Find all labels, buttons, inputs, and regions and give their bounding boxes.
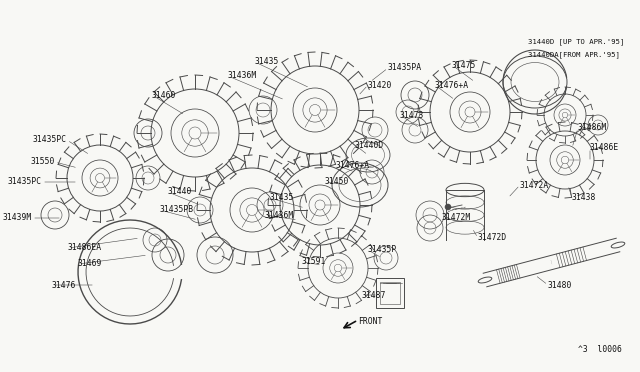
Text: 31435: 31435 bbox=[270, 193, 294, 202]
Text: 31435PC: 31435PC bbox=[33, 135, 67, 144]
Text: 31476+A: 31476+A bbox=[435, 80, 469, 90]
Text: ^3  l0006: ^3 l0006 bbox=[578, 345, 622, 354]
Text: 31487: 31487 bbox=[362, 291, 387, 299]
Text: 31435PC: 31435PC bbox=[8, 177, 42, 186]
Text: 31436M: 31436M bbox=[265, 211, 294, 219]
Text: 31486EA: 31486EA bbox=[68, 244, 102, 253]
Text: 31438: 31438 bbox=[572, 193, 596, 202]
Text: 31472D: 31472D bbox=[478, 234, 508, 243]
Text: 31472A: 31472A bbox=[520, 180, 549, 189]
Bar bbox=[380, 282, 400, 304]
Text: 31480: 31480 bbox=[548, 280, 572, 289]
Text: 31440D [UP TO APR.'95]: 31440D [UP TO APR.'95] bbox=[528, 39, 624, 45]
Text: 31476+A: 31476+A bbox=[336, 160, 370, 170]
Text: 31469: 31469 bbox=[78, 260, 102, 269]
Text: 31460: 31460 bbox=[152, 90, 177, 99]
Text: 31475: 31475 bbox=[452, 61, 476, 70]
Text: FRONT: FRONT bbox=[358, 317, 382, 327]
Circle shape bbox=[445, 204, 451, 210]
Text: 31472M: 31472M bbox=[442, 214, 471, 222]
Text: 31486M: 31486M bbox=[578, 124, 607, 132]
Text: 31550: 31550 bbox=[31, 157, 55, 167]
Text: 31435PA: 31435PA bbox=[388, 64, 422, 73]
Text: 31435PB: 31435PB bbox=[160, 205, 194, 215]
Text: 31591: 31591 bbox=[302, 257, 326, 266]
Text: 31436M: 31436M bbox=[228, 71, 257, 80]
Bar bbox=[376, 278, 404, 308]
Text: 31440: 31440 bbox=[168, 187, 193, 196]
Text: 31440D: 31440D bbox=[355, 141, 384, 150]
Text: 31476: 31476 bbox=[52, 280, 76, 289]
Text: 31439M: 31439M bbox=[3, 214, 32, 222]
Text: 31440DA[FROM APR.'95]: 31440DA[FROM APR.'95] bbox=[528, 52, 620, 58]
Text: 31435P: 31435P bbox=[368, 246, 397, 254]
Text: 31420: 31420 bbox=[368, 80, 392, 90]
Text: 31473: 31473 bbox=[400, 110, 424, 119]
Text: 31435: 31435 bbox=[255, 58, 280, 67]
Text: 31486E: 31486E bbox=[590, 144, 620, 153]
Text: 31450: 31450 bbox=[325, 177, 349, 186]
